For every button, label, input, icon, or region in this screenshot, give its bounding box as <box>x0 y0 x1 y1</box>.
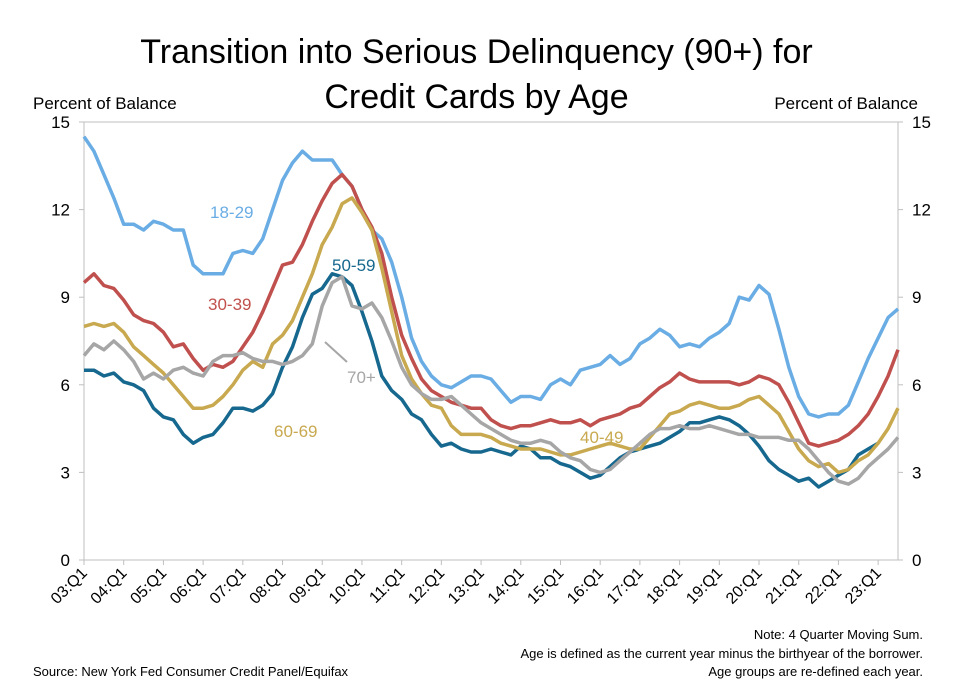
x-tick-label: 10:Q1 <box>326 565 369 608</box>
x-tick-label: 07:Q1 <box>207 565 250 608</box>
x-tick-label: 20:Q1 <box>723 565 766 608</box>
y-tick-label-left: 3 <box>61 463 70 482</box>
x-tick-label: 17:Q1 <box>604 565 647 608</box>
x-tick-label: 22:Q1 <box>802 565 845 608</box>
x-tick-label: 04:Q1 <box>88 565 131 608</box>
series-line-30-39 <box>82 172 900 448</box>
note-line-3: Age groups are re-defined each year. <box>708 664 923 679</box>
series-line-18-29 <box>82 135 900 419</box>
x-tick-label: 13:Q1 <box>445 565 488 608</box>
label-leader-70plus <box>324 341 348 363</box>
y-tick-label-right: 6 <box>912 376 921 395</box>
x-tick-label: 08:Q1 <box>247 565 290 608</box>
data-label-18-29: 18-29 <box>210 203 253 222</box>
y-tick-label-left: 9 <box>61 288 70 307</box>
x-tick-label: 03:Q1 <box>48 565 91 608</box>
x-tick-label: 15:Q1 <box>524 565 567 608</box>
y-tick-label-left: 0 <box>61 551 70 570</box>
series-line-50-59 <box>84 272 879 489</box>
data-label-30-39: 30-39 <box>208 295 251 314</box>
x-tick-label: 12:Q1 <box>405 565 448 608</box>
note-line-2: Age is defined as the current year minus… <box>520 646 924 661</box>
y-tick-label-right: 15 <box>912 113 931 132</box>
data-label-60-69: 60-69 <box>274 422 317 441</box>
chart-title-line2: Credit Cards by Age <box>324 78 629 116</box>
x-tick-label: 23:Q1 <box>842 565 885 608</box>
y-tick-label-left: 15 <box>51 113 70 132</box>
note-line-1: Note: 4 Quarter Moving Sum. <box>753 627 923 642</box>
plot-frame <box>83 121 899 561</box>
x-tick-label: 21:Q1 <box>763 565 806 608</box>
data-label-70plus: 70+ <box>347 368 376 387</box>
chart-title-line1: Transition into Serious Delinquency (90+… <box>140 33 813 71</box>
x-tick-label: 14:Q1 <box>485 565 528 608</box>
y-tick-label-right: 0 <box>912 551 921 570</box>
y-tick-label-right: 12 <box>912 201 931 220</box>
series-line-60-69 <box>83 196 900 475</box>
x-tick-label: 11:Q1 <box>366 565 408 607</box>
data-label-40-49: 40-49 <box>580 428 623 447</box>
x-tick-label: 05:Q1 <box>127 565 170 608</box>
x-tick-label: 18:Q1 <box>644 565 687 608</box>
y-tick-label-left: 12 <box>51 201 70 220</box>
y-tick-label-left: 6 <box>61 376 70 395</box>
y-axis-label-left: Percent of Balance <box>33 94 177 113</box>
x-tick-label: 19:Q1 <box>683 565 726 608</box>
x-tick-label: 16:Q1 <box>564 565 607 608</box>
data-label-50-59: 50-59 <box>332 256 375 275</box>
x-tick-label: 09:Q1 <box>286 565 329 608</box>
y-axis-label-right: Percent of Balance <box>774 94 918 113</box>
y-tick-label-right: 3 <box>912 463 921 482</box>
x-tick-label: 06:Q1 <box>167 565 210 608</box>
y-tick-label-right: 9 <box>912 288 921 307</box>
source-note: Source: New York Fed Consumer Credit Pan… <box>33 664 349 679</box>
series-line-70plus <box>82 275 900 486</box>
